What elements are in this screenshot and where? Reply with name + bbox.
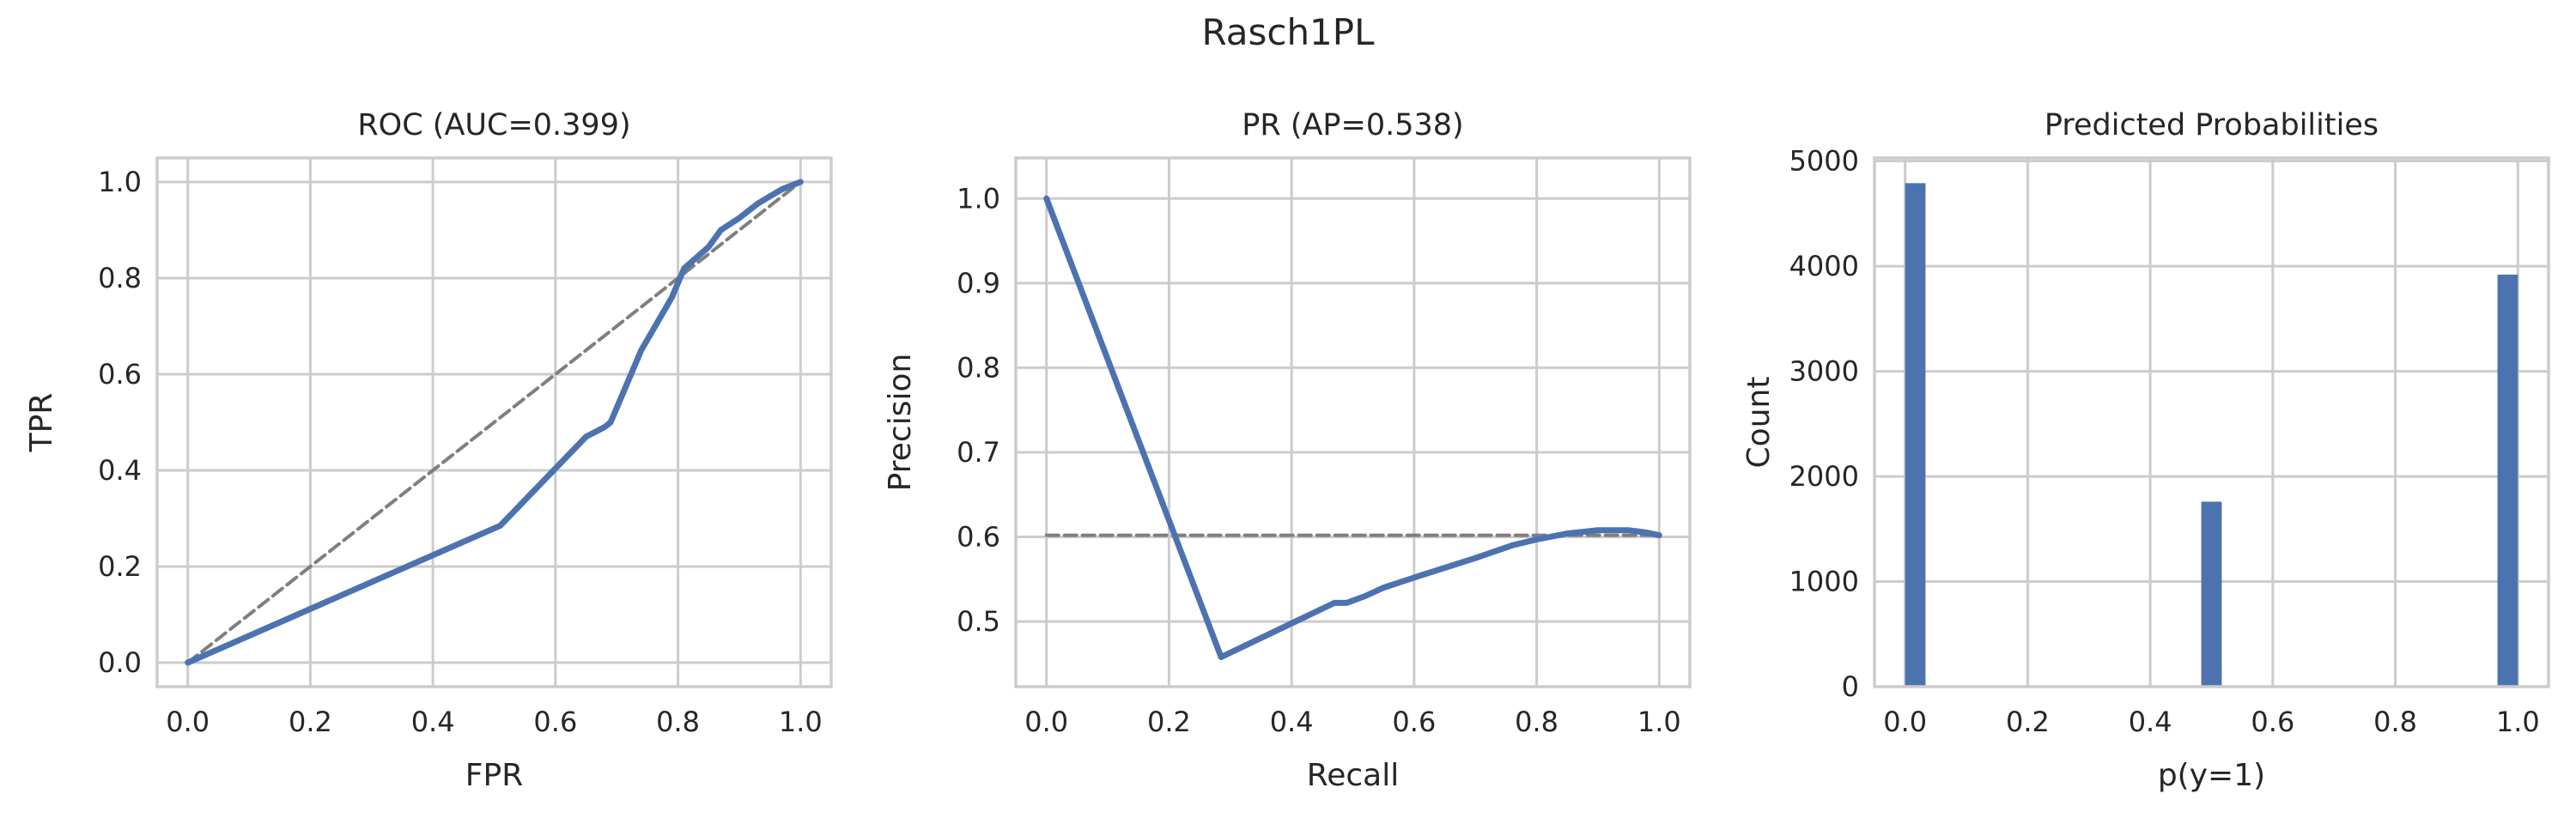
- histogram-panel: 0.0 0.2 0.4 0.6 0.8 1.0010002000300040005000 …: [1741, 108, 2550, 793]
- pr-y-label: Precision: [883, 354, 918, 492]
- figure-title: Rasch1PL: [1201, 11, 1375, 53]
- roc-x-tick-label: 0.2: [289, 706, 332, 738]
- histogram-title: Predicted Probabilities: [2044, 108, 2379, 142]
- histogram-axes-frame: [1873, 156, 2550, 688]
- pr-title: PR (AP=0.538): [1242, 108, 1463, 142]
- pr-panel: 0.0 0.2 0.4 0.6 0.8 1.0 0.5 0.6 0.7 0.8 0.9 1.0 PR …: [883, 108, 1692, 793]
- histogram-x-tick-label: 0.0: [1883, 706, 1927, 738]
- histogram-x-tick-label: 1.0: [2496, 706, 2540, 738]
- histogram-x-tick-label: 0.6: [2251, 706, 2294, 738]
- histogram-x-tick-label: 0.8: [2373, 706, 2417, 738]
- histogram-y-tick-label: 5000: [1789, 145, 1859, 178]
- roc-title: ROC (AUC=0.399): [357, 108, 630, 142]
- histogram-x-tick-label: 0.2: [2006, 706, 2050, 738]
- roc-axes-frame: [155, 156, 833, 688]
- histogram-bar: [2201, 501, 2222, 687]
- pr-curve-line: [1043, 195, 1662, 660]
- histogram-y-tick-label: 2000: [1789, 460, 1859, 493]
- pr-y-tick-label: 0.7: [957, 436, 1000, 469]
- roc-x-tick-label: 0.8: [656, 706, 700, 738]
- roc-x-tick-label: 1.0: [779, 706, 823, 738]
- pr-x-tick-label: 0.4: [1270, 706, 1314, 738]
- roc-y-tick-label: 0.6: [98, 358, 142, 391]
- pr-y-tick-label: 0.9: [957, 267, 1000, 300]
- histogram-y-label: Count: [1741, 377, 1777, 469]
- histogram-y-tick-label: 3000: [1789, 355, 1859, 388]
- roc-y-tick-label: 1.0: [98, 166, 142, 198]
- histogram-bar: [2497, 274, 2518, 687]
- roc-curve-line: [185, 179, 804, 666]
- roc-panel: 0.0 0.2 0.4 0.6 0.8 1.0 0.0 0.2 0.4 0.6 0.8 1.0 ROC…: [24, 108, 833, 793]
- roc-x-tick-label: 0.0: [166, 706, 210, 738]
- roc-y-tick-label: 0.4: [98, 454, 142, 487]
- pr-x-tick-label: 0.6: [1392, 706, 1436, 738]
- histogram-bar: [1905, 183, 1926, 687]
- histogram-x-tick-label: 0.4: [2129, 706, 2172, 738]
- roc-x-label: FPR: [465, 758, 523, 793]
- pr-x-tick-label: 0.0: [1024, 706, 1068, 738]
- pr-y-tick-label: 1.0: [957, 182, 1000, 215]
- pr-axes-frame: [1014, 156, 1692, 688]
- pr-x-tick-label: 0.8: [1515, 706, 1558, 738]
- roc-y-tick-label: 0.0: [98, 646, 142, 679]
- roc-x-tick-label: 0.4: [411, 706, 455, 738]
- histogram-y-tick-label: 1000: [1789, 566, 1859, 598]
- roc-baseline-line: [185, 180, 803, 664]
- histogram-y-tick-label: 0: [1842, 670, 1859, 703]
- roc-y-tick-label: 0.8: [98, 262, 142, 294]
- pr-x-tick-label: 0.2: [1147, 706, 1191, 738]
- pr-x-tick-label: 1.0: [1637, 706, 1681, 738]
- roc-y-label: TPR: [24, 393, 59, 453]
- histogram-x-label: p(y=1): [2158, 758, 2265, 793]
- pr-x-label: Recall: [1307, 758, 1399, 793]
- roc-x-tick-label: 0.6: [533, 706, 577, 738]
- roc-y-tick-label: 0.2: [98, 550, 142, 583]
- pr-y-tick-label: 0.8: [957, 351, 1000, 384]
- pr-y-tick-label: 0.6: [957, 521, 1000, 554]
- histogram-y-tick-label: 4000: [1789, 250, 1859, 282]
- pr-y-tick-label: 0.5: [957, 605, 1000, 638]
